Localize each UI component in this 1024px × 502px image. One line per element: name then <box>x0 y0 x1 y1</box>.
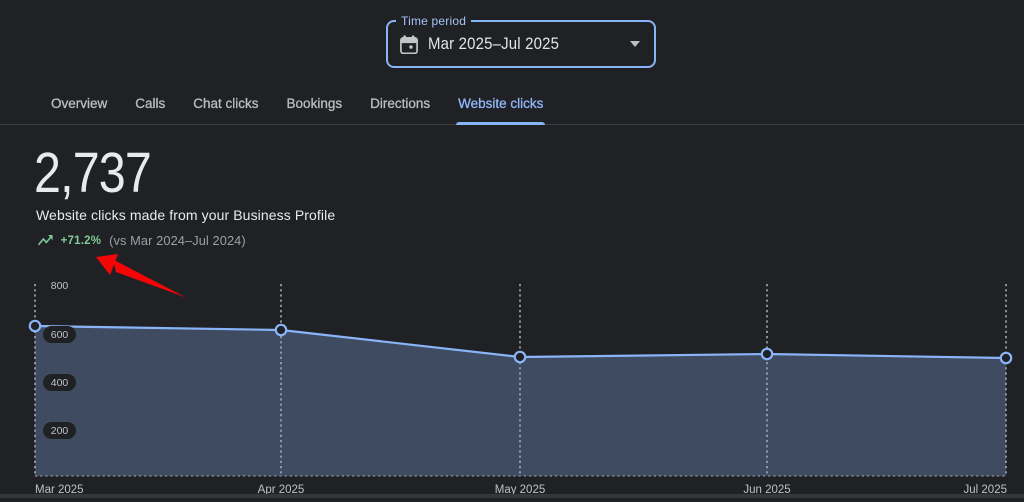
svg-text:May 2025: May 2025 <box>495 484 546 496</box>
svg-text:Jul 2025: Jul 2025 <box>964 484 1007 496</box>
svg-text:Apr 2025: Apr 2025 <box>258 484 305 496</box>
svg-text:Mar 2025: Mar 2025 <box>35 484 84 496</box>
svg-text:800: 800 <box>51 280 69 292</box>
svg-text:400: 400 <box>51 377 69 389</box>
svg-text:600: 600 <box>51 329 69 341</box>
svg-text:200: 200 <box>51 425 69 437</box>
svg-text:Jun 2025: Jun 2025 <box>743 484 790 496</box>
